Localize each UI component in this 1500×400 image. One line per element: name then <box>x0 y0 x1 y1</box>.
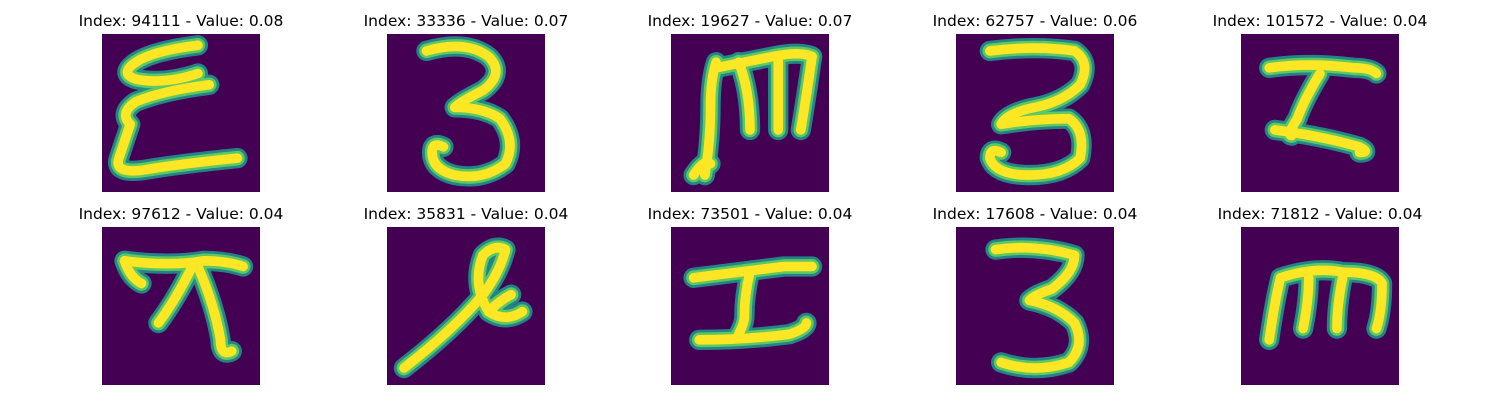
glyph-stroke-core <box>694 318 812 345</box>
digit-image <box>1241 34 1399 192</box>
sample-panel: Index: 35831 - Value: 0.04 <box>316 193 616 385</box>
glyph-stroke-core <box>421 41 515 182</box>
glyph-stroke-core <box>990 242 1084 373</box>
digit-image <box>102 227 260 385</box>
sample-panel: Index: 33336 - Value: 0.07 <box>316 0 616 192</box>
panel-title: Index: 73501 - Value: 0.04 <box>647 205 853 223</box>
panel-title: Index: 35831 - Value: 0.04 <box>363 205 569 223</box>
panel-title: Index: 17608 - Value: 0.04 <box>932 205 1138 223</box>
digit-image <box>102 34 260 192</box>
panel-title: Index: 94111 - Value: 0.08 <box>78 12 284 30</box>
panel-title: Index: 33336 - Value: 0.07 <box>363 12 569 30</box>
digit-image <box>387 227 545 385</box>
glyph-stroke-core <box>688 261 817 283</box>
glyph-stroke-core <box>1264 60 1382 79</box>
sample-panel: Index: 71812 - Value: 0.04 <box>1170 193 1470 385</box>
glyph-stroke-core <box>1332 272 1348 334</box>
glyph-stroke-core <box>113 79 243 176</box>
glyph-stroke-core <box>399 242 528 373</box>
sample-panel: Index: 101572 - Value: 0.04 <box>1170 0 1470 192</box>
glyph-stroke-core <box>119 256 248 272</box>
glyph-stroke-core <box>1264 265 1387 345</box>
panel-title: Index: 19627 - Value: 0.07 <box>647 12 853 30</box>
glyph-stroke-core <box>119 256 147 289</box>
glyph-stroke-core <box>733 267 755 340</box>
glyph-stroke-core <box>122 40 203 86</box>
digit-image <box>956 227 1114 385</box>
digit-image <box>671 34 829 192</box>
digit-image <box>671 227 829 385</box>
sample-panel: Index: 62757 - Value: 0.06 <box>885 0 1185 192</box>
glyph-stroke-core <box>700 57 721 180</box>
sample-panel: Index: 73501 - Value: 0.04 <box>600 193 900 385</box>
glyph-stroke-core <box>1298 272 1314 334</box>
glyph-stroke-core <box>688 157 716 180</box>
panel-title: Index: 97612 - Value: 0.04 <box>78 205 284 223</box>
sample-panel: Index: 19627 - Value: 0.07 <box>600 0 900 192</box>
glyph-stroke-core <box>193 261 237 358</box>
sample-panel: Index: 94111 - Value: 0.08 <box>31 0 331 192</box>
panel-title: Index: 101572 - Value: 0.04 <box>1212 12 1428 30</box>
sample-panel: Index: 17608 - Value: 0.04 <box>885 193 1185 385</box>
glyph-stroke-core <box>153 261 198 328</box>
glyph-stroke-core <box>733 57 755 135</box>
glyph-stroke-core <box>1270 125 1370 158</box>
panel-title: Index: 62757 - Value: 0.06 <box>932 12 1138 30</box>
digit-image <box>1241 227 1399 385</box>
glyph-stroke-core <box>985 43 1090 180</box>
digit-image <box>387 34 545 192</box>
panel-title: Index: 71812 - Value: 0.04 <box>1217 205 1423 223</box>
sample-panel: Index: 97612 - Value: 0.04 <box>31 193 331 385</box>
glyph-stroke-core <box>795 51 817 135</box>
glyph-stroke-core <box>711 48 817 73</box>
digit-image <box>956 34 1114 192</box>
